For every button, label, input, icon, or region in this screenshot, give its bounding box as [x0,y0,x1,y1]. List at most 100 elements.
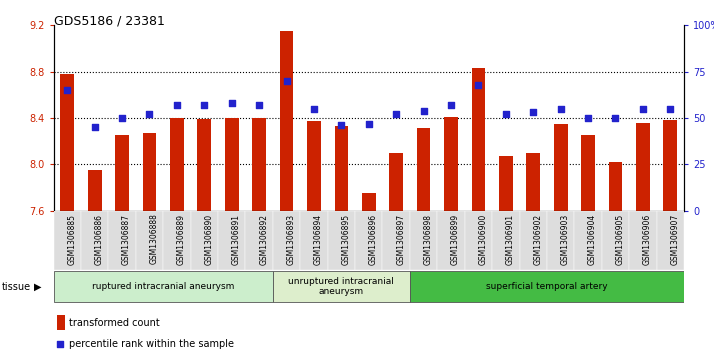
Bar [54,211,81,270]
Point [281,78,292,84]
Text: GSM1306893: GSM1306893 [286,213,296,265]
Point [391,111,402,117]
Bar [526,153,540,211]
Bar [191,211,218,270]
Point [528,110,539,115]
Bar [444,117,458,211]
Bar [554,124,568,211]
Text: GSM1306897: GSM1306897 [396,213,405,265]
Bar [198,119,211,211]
Bar [61,74,74,211]
Text: tissue: tissue [1,282,31,292]
Text: GSM1306890: GSM1306890 [204,213,213,265]
Bar [136,211,164,270]
Bar [492,211,520,270]
Bar [273,211,301,270]
Point [198,102,210,108]
Bar [657,211,684,270]
Text: percentile rank within the sample: percentile rank within the sample [69,339,234,349]
Point [336,122,347,128]
Text: GSM1306902: GSM1306902 [533,213,542,265]
Text: GSM1306891: GSM1306891 [232,213,241,265]
Bar [362,193,376,211]
Bar [280,31,293,211]
Bar [389,153,403,211]
Bar [252,118,266,211]
Text: GSM1306906: GSM1306906 [643,213,652,265]
Bar [218,211,246,270]
Bar [581,135,595,211]
Point [61,87,73,93]
Text: GSM1306895: GSM1306895 [341,213,351,265]
Bar [410,211,437,270]
Text: GSM1306899: GSM1306899 [451,213,460,265]
Point [418,108,429,114]
Point [171,102,183,108]
Bar [88,170,101,211]
Bar [608,162,623,211]
Bar [574,211,602,270]
Text: GSM1306888: GSM1306888 [149,213,159,264]
Bar [307,122,321,211]
Point [637,106,648,112]
Text: GSM1306905: GSM1306905 [615,213,625,265]
Point [665,106,676,112]
Text: GSM1306898: GSM1306898 [423,213,433,265]
Bar [225,118,238,211]
Bar [471,68,486,211]
Text: GSM1306901: GSM1306901 [506,213,515,265]
Point [226,100,238,106]
Bar [417,129,431,211]
Text: GDS5186 / 23381: GDS5186 / 23381 [54,15,164,28]
Text: GSM1306894: GSM1306894 [314,213,323,265]
Text: GSM1306896: GSM1306896 [368,213,378,265]
Bar [629,211,657,270]
Bar [301,211,328,270]
Bar [273,271,410,302]
Text: ▶: ▶ [34,282,42,292]
Point [583,115,594,121]
Text: GSM1306887: GSM1306887 [122,213,131,265]
Bar [410,271,684,302]
Bar [143,133,156,211]
Point [555,106,566,112]
Point [610,115,621,121]
Bar [465,211,492,270]
Text: unruptured intracranial
aneurysm: unruptured intracranial aneurysm [288,277,394,297]
Bar [383,211,410,270]
Bar [547,211,574,270]
Bar [663,120,677,211]
Bar [246,211,273,270]
Text: GSM1306885: GSM1306885 [67,213,76,265]
Text: transformed count: transformed count [69,318,160,327]
Bar [115,135,129,211]
Text: GSM1306907: GSM1306907 [670,213,679,265]
Text: GSM1306904: GSM1306904 [588,213,597,265]
Bar [81,211,109,270]
Text: ruptured intracranial aneurysm: ruptured intracranial aneurysm [92,282,234,291]
Text: GSM1306903: GSM1306903 [560,213,570,265]
Bar [355,211,383,270]
Point [500,111,511,117]
Point [253,102,265,108]
Point [55,342,66,347]
Bar [499,156,513,211]
Text: GSM1306900: GSM1306900 [478,213,488,265]
Point [446,102,457,108]
Text: GSM1306886: GSM1306886 [95,213,104,265]
Bar [328,211,355,270]
Bar [56,315,64,330]
Bar [54,271,273,302]
Bar [109,211,136,270]
Point [363,121,374,126]
Bar [164,211,191,270]
Bar [437,211,465,270]
Bar [602,211,629,270]
Point [473,82,484,87]
Text: superficial temporal artery: superficial temporal artery [486,282,608,291]
Bar [335,126,348,211]
Text: GSM1306892: GSM1306892 [259,213,268,265]
Bar [170,118,183,211]
Point [116,115,128,121]
Point [308,106,320,112]
